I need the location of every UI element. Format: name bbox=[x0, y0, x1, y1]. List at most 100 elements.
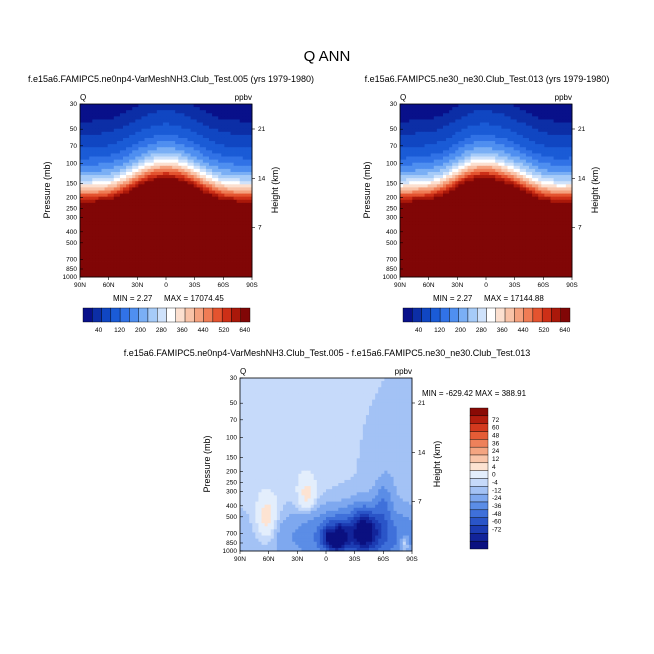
heatmap-cell bbox=[138, 175, 142, 179]
heatmap-cell bbox=[436, 156, 441, 161]
heatmap-cell bbox=[104, 113, 109, 117]
heatmap-cell bbox=[458, 134, 462, 139]
heatmap-cell bbox=[470, 162, 475, 167]
heatmap-cell bbox=[153, 144, 158, 148]
heatmap-cell bbox=[215, 134, 219, 139]
heatmap-cell bbox=[467, 104, 472, 108]
heatmap-cell bbox=[101, 205, 105, 210]
heatmap-cell bbox=[436, 125, 441, 130]
heatmap-cell bbox=[123, 261, 127, 266]
heatmap-cell bbox=[215, 218, 219, 222]
heatmap-cell bbox=[479, 141, 484, 145]
heatmap-cell bbox=[141, 159, 145, 164]
heatmap-cell bbox=[525, 119, 530, 123]
heatmap-cell bbox=[418, 171, 422, 176]
heatmap-cell bbox=[245, 258, 250, 262]
y-tick-label: 400 bbox=[66, 229, 77, 236]
heatmap-cell bbox=[476, 113, 481, 117]
heatmap-cell bbox=[424, 187, 429, 191]
heatmap-cell bbox=[147, 156, 152, 161]
heatmap-cell bbox=[443, 104, 447, 108]
heatmap-cell bbox=[498, 141, 502, 145]
heatmap-cell bbox=[248, 218, 253, 222]
heatmap-cell bbox=[236, 255, 241, 259]
heatmap-cell bbox=[141, 202, 145, 207]
heatmap-cell bbox=[175, 147, 179, 151]
heatmap-cell bbox=[230, 205, 234, 210]
heatmap-cell bbox=[486, 168, 490, 173]
heatmap-cell bbox=[202, 175, 207, 179]
heatmap-cell bbox=[510, 131, 515, 136]
heatmap-cell bbox=[126, 261, 130, 266]
heatmap-cell bbox=[544, 128, 548, 133]
heatmap-cell bbox=[245, 147, 250, 151]
heatmap-cell bbox=[98, 125, 102, 130]
heatmap-cell bbox=[119, 107, 124, 111]
heatmap-cell bbox=[150, 212, 155, 216]
heatmap-cell bbox=[107, 128, 112, 133]
heatmap-cell bbox=[248, 128, 253, 133]
heatmap-cell bbox=[504, 168, 508, 173]
heatmap-cell bbox=[147, 181, 152, 185]
heatmap-cell bbox=[529, 122, 533, 127]
heatmap-cell bbox=[239, 116, 244, 120]
heatmap-cell bbox=[153, 137, 158, 142]
heatmap-cell bbox=[147, 218, 152, 222]
heatmap-cell bbox=[242, 181, 247, 185]
heatmap-cell bbox=[224, 258, 228, 262]
heatmap-cell bbox=[498, 119, 502, 123]
heatmap-cell bbox=[430, 159, 435, 164]
heatmap-cell bbox=[132, 233, 136, 238]
heatmap-cell bbox=[126, 258, 130, 262]
heatmap-cell bbox=[495, 184, 499, 188]
heatmap-cell bbox=[242, 258, 247, 262]
heatmap-cell bbox=[187, 162, 191, 167]
heatmap-cell bbox=[230, 264, 234, 269]
heatmap-cell bbox=[126, 273, 130, 278]
heatmap-cell bbox=[89, 156, 93, 161]
heatmap-cell bbox=[92, 134, 96, 139]
heatmap-cell bbox=[80, 270, 84, 275]
heatmap-cell bbox=[135, 273, 139, 278]
heatmap-cell bbox=[479, 131, 484, 136]
heatmap-cell bbox=[202, 236, 207, 241]
heatmap-cell bbox=[199, 171, 204, 176]
heatmap-cell bbox=[242, 270, 247, 275]
heatmap-cell bbox=[415, 150, 419, 154]
heatmap-cell bbox=[224, 255, 228, 259]
heatmap-cell bbox=[239, 209, 244, 213]
heatmap-cell bbox=[156, 156, 161, 161]
heatmap-cell bbox=[233, 107, 238, 111]
heatmap-cell bbox=[498, 193, 502, 198]
heatmap-cell bbox=[178, 150, 182, 154]
heatmap-cell bbox=[403, 104, 407, 108]
heatmap-cell bbox=[187, 193, 191, 198]
heatmap-cell bbox=[98, 243, 102, 247]
heatmap-cell bbox=[501, 153, 505, 157]
heatmap-cell bbox=[119, 122, 124, 127]
heatmap-cell bbox=[126, 150, 130, 154]
heatmap-cell bbox=[215, 224, 219, 228]
heatmap-cell bbox=[218, 193, 222, 198]
heatmap-cell bbox=[486, 184, 490, 188]
heatmap-cell bbox=[156, 209, 161, 213]
heatmap-cell bbox=[153, 122, 158, 127]
heatmap-cell bbox=[156, 141, 161, 145]
heatmap-cell bbox=[199, 144, 204, 148]
heatmap-cell bbox=[433, 193, 438, 198]
heatmap-cell bbox=[547, 193, 551, 198]
heatmap-cell bbox=[205, 236, 210, 241]
heatmap-cell bbox=[433, 107, 438, 111]
heatmap-cell bbox=[239, 202, 244, 207]
heatmap-cell bbox=[196, 199, 201, 204]
heatmap-cell bbox=[495, 116, 499, 120]
heatmap-cell bbox=[522, 125, 527, 130]
heatmap-cell bbox=[446, 141, 450, 145]
heatmap-cell bbox=[215, 221, 219, 225]
heatmap-cell bbox=[522, 131, 527, 136]
heatmap-cell bbox=[209, 165, 213, 170]
heatmap-cell bbox=[141, 221, 145, 225]
heatmap-cell bbox=[501, 181, 505, 185]
heatmap-cell bbox=[110, 258, 115, 262]
heatmap-cell bbox=[489, 141, 493, 145]
